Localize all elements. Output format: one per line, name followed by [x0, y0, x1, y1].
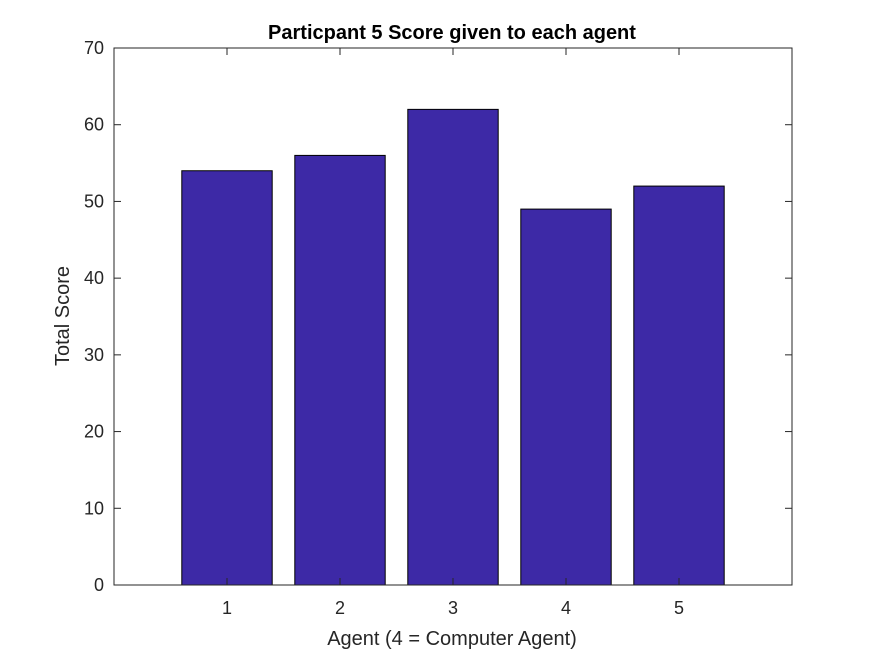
x-tick-label: 4	[561, 598, 571, 618]
y-axis-title: Total Score	[52, 266, 74, 366]
x-tick-label: 1	[222, 598, 232, 618]
bar-4	[520, 208, 612, 586]
bar-5	[633, 185, 725, 586]
y-tick-label: 50	[84, 191, 104, 211]
bars-layer	[181, 108, 725, 586]
bar-2	[294, 154, 386, 586]
y-tick-label: 40	[84, 268, 104, 288]
x-tick-label: 5	[674, 598, 684, 618]
bar-3	[407, 108, 499, 586]
bar-1	[181, 170, 273, 586]
x-axis-title: Agent (4 = Computer Agent)	[327, 628, 577, 650]
y-tick-label: 10	[84, 498, 104, 518]
y-tick-label: 70	[84, 38, 104, 58]
y-tick-label: 0	[94, 575, 104, 595]
ticks-layer: 0 10 20 30 40 50 60 70 1 2 3 4 5	[84, 38, 792, 618]
y-tick-label: 30	[84, 345, 104, 365]
x-tick-label: 3	[448, 598, 458, 618]
y-tick-label: 20	[84, 422, 104, 442]
y-tick-label: 60	[84, 115, 104, 135]
x-tick-label: 2	[335, 598, 345, 618]
chart-title: Particpant 5 Score given to each agent	[268, 22, 636, 44]
